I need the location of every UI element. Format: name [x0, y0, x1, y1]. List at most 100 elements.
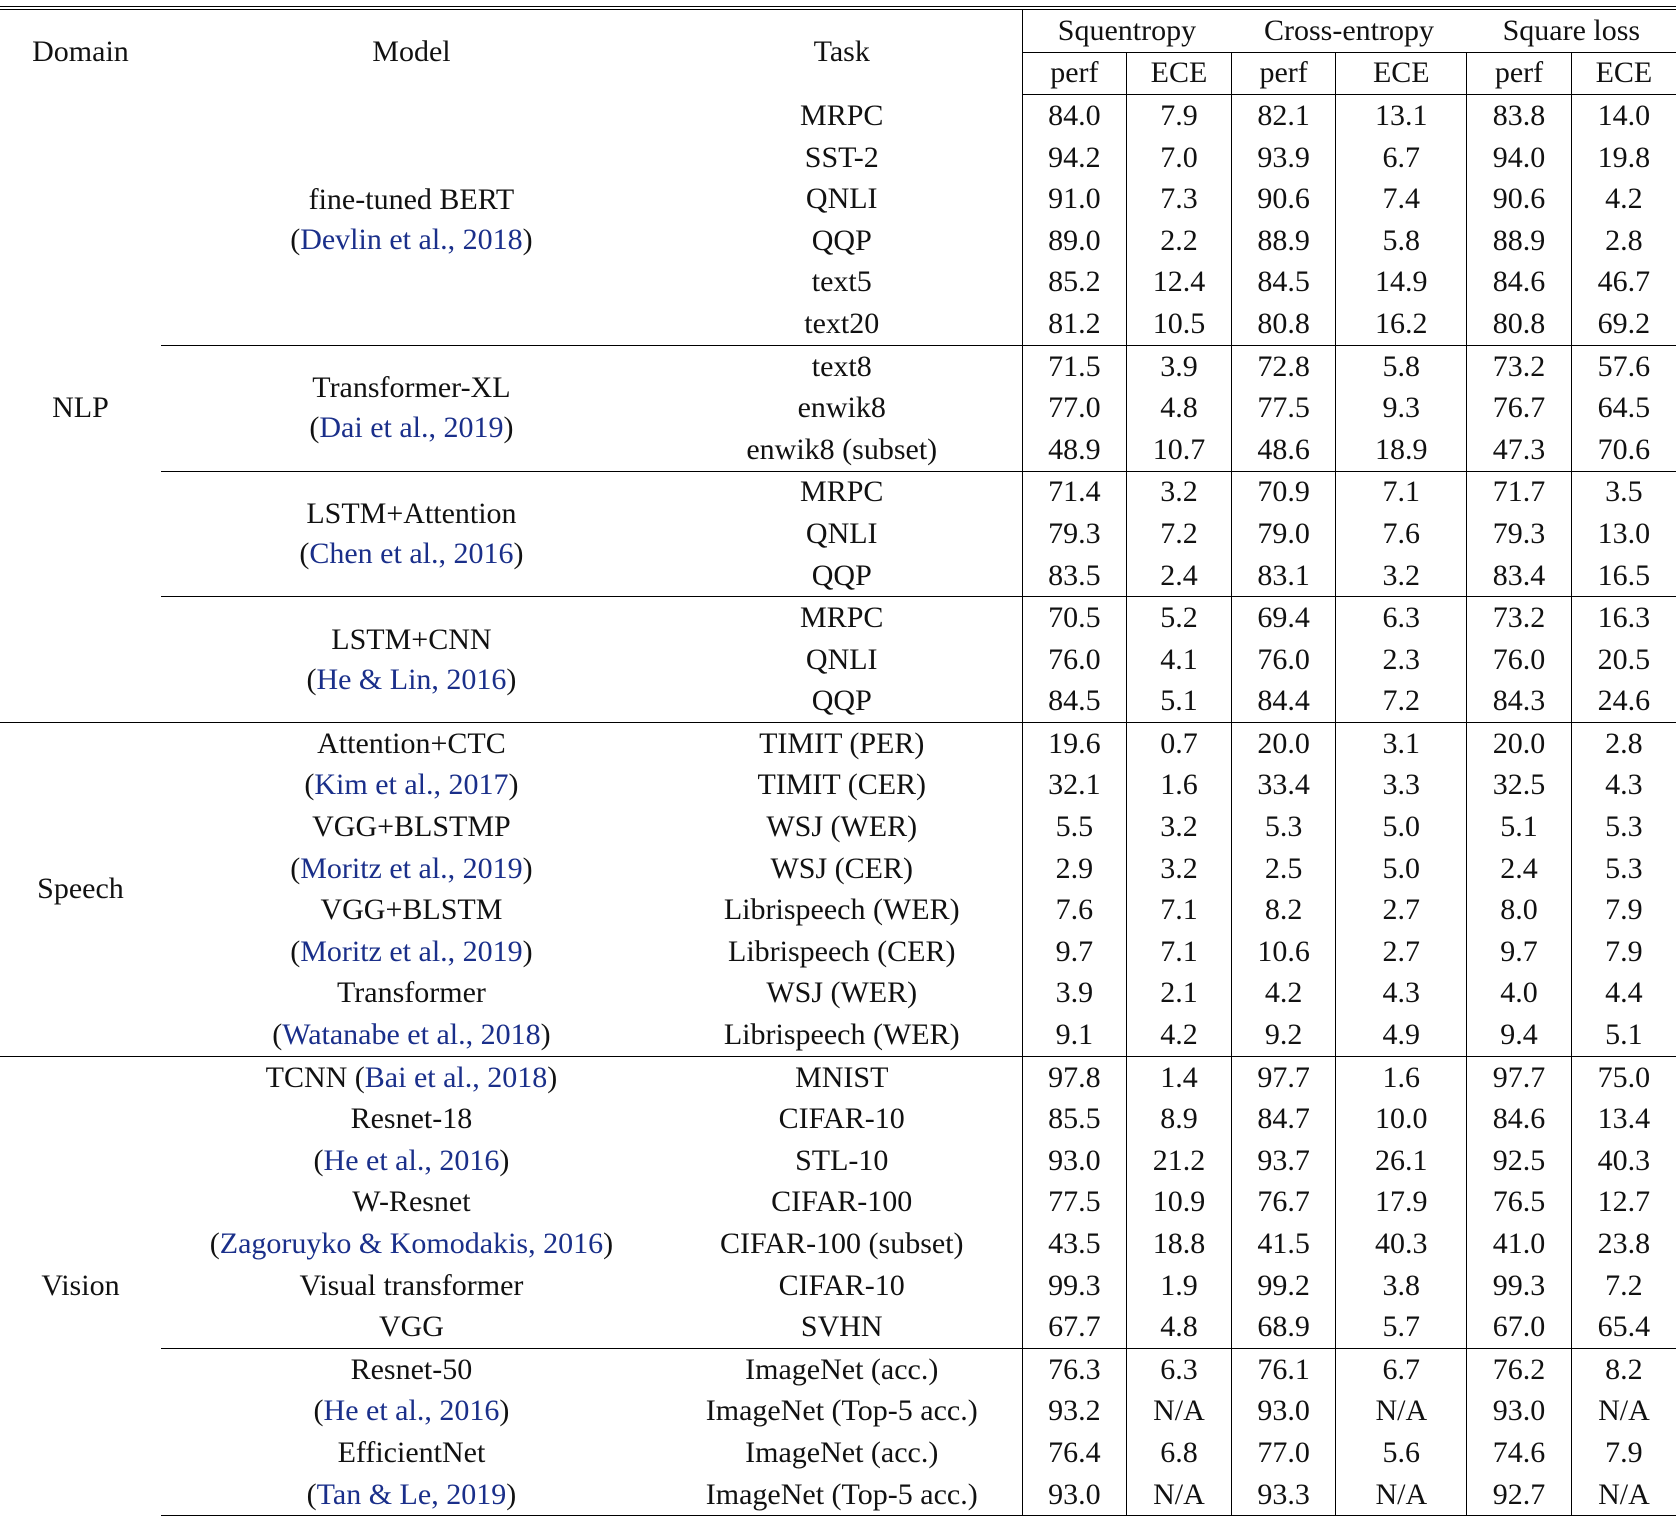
citation-link[interactable]: He et al., 2016 — [323, 1394, 500, 1428]
citation-prefix: ( — [209, 1227, 220, 1261]
square-loss-ece-cell: 7.9 — [1570, 1432, 1676, 1474]
citation-prefix: ( — [313, 1143, 324, 1177]
cross-entropy-perf-cell: 76.1 — [1230, 1347, 1336, 1391]
task-cell: QQP — [811, 558, 872, 592]
cross-entropy-perf-cell: 20.0 — [1230, 722, 1336, 765]
squentropy-perf-cell: 48.9 — [1021, 428, 1127, 472]
cross-entropy-ece-cell: 3.2 — [1335, 554, 1467, 597]
citation-link[interactable]: He & Lin, 2016 — [316, 662, 507, 696]
square-loss-perf-cell: 76.7 — [1466, 387, 1572, 429]
square-loss-ece-cell: 2.8 — [1570, 219, 1676, 262]
squentropy-perf-cell: 77.0 — [1021, 387, 1127, 429]
table-row: NLP fine-tuned BERT (Devlin et al., 2018) M… — [0, 94, 1676, 424]
model-line: TCNN (Bai et al., 2018) — [165, 1058, 658, 1098]
model-name: Transformer — [337, 976, 486, 1010]
model-cell: (Moritz et al., 2019) — [161, 848, 662, 890]
square-loss-perf-cell: 9.7 — [1466, 931, 1572, 973]
table-row: (Kim et al., 2017) TIMIT (CER) 32.1 1.6 33.4… — [0, 764, 1676, 807]
cross-entropy-perf-cell: 10.6 — [1230, 931, 1336, 973]
citation-prefix: ( — [272, 1018, 283, 1052]
squentropy-perf-cell: 71.4 — [1021, 470, 1127, 514]
square-loss-ece-cell: 8.2 — [1570, 1347, 1676, 1391]
citation-link[interactable]: Devlin et al., 2018 — [300, 222, 523, 256]
squentropy-perf-cell: 2.9 — [1021, 847, 1127, 890]
citation-prefix: ( — [290, 851, 301, 885]
table-row: VGG+BLSTMP WSJ (WER) 5.5 3.2 5.3 5.0 5.1 5.3 — [0, 806, 1676, 848]
model-line: LSTM+CNN — [165, 620, 658, 660]
squentropy-perf-cell: 5.5 — [1021, 806, 1127, 848]
table-row: EfficientNet ImageNet (acc.) 76.4 6.8 77.0 5.… — [0, 1432, 1676, 1474]
square-loss-perf-cell: 8.0 — [1466, 889, 1572, 932]
model-cell: (Moritz et al., 2019) — [161, 931, 662, 973]
citation-suffix: ) — [499, 1394, 510, 1428]
citation-link[interactable]: Dai et al., 2019 — [319, 411, 504, 445]
squentropy-ece-cell: 4.8 — [1126, 387, 1232, 429]
task-cell: WSJ (WER) — [766, 976, 918, 1010]
square-loss-ece-cell: 2.8 — [1570, 722, 1676, 765]
square-loss-perf-cell: 90.6 — [1466, 178, 1572, 220]
squentropy-ece-cell: 4.1 — [1126, 638, 1232, 681]
cross-entropy-perf-cell: 93.9 — [1230, 136, 1336, 179]
square-loss-ece-cell: 75.0 — [1570, 1055, 1676, 1099]
subheader-ece: ECE — [1126, 52, 1232, 96]
square-loss-perf-cell: 79.3 — [1466, 513, 1572, 555]
cross-entropy-perf-cell: 84.5 — [1230, 261, 1336, 304]
subheader-perf: perf — [1021, 52, 1127, 96]
table-row: QQP 89.0 2.2 88.9 5.8 88.9 2.8 — [0, 219, 1676, 262]
squentropy-ece-cell: 7.1 — [1126, 931, 1232, 973]
model-name: LSTM+Attention — [306, 496, 517, 530]
square-loss-ece-cell: 13.4 — [1570, 1098, 1676, 1141]
cross-entropy-perf-cell: 2.5 — [1230, 847, 1336, 890]
model-line: (Tan & Le, 2019) — [165, 1475, 658, 1515]
square-loss-perf-cell: 84.6 — [1466, 261, 1572, 304]
citation-link[interactable]: He et al., 2016 — [323, 1143, 500, 1177]
squentropy-ece-cell: 4.8 — [1126, 1306, 1232, 1349]
model-name: W-Resnet — [352, 1185, 471, 1219]
model-cell: W-Resnet — [161, 1182, 662, 1224]
squentropy-perf-cell: 32.1 — [1021, 764, 1127, 807]
model-line: fine-tuned BERT — [165, 180, 658, 220]
model-cell: (Watanabe et al., 2018) — [161, 1014, 662, 1056]
cross-entropy-perf-cell: 72.8 — [1230, 344, 1336, 388]
cross-entropy-ece-cell: 13.1 — [1335, 94, 1467, 137]
cross-entropy-perf-cell: 83.1 — [1230, 554, 1336, 597]
cross-entropy-ece-cell: 18.9 — [1335, 428, 1467, 472]
squentropy-ece-cell: 8.9 — [1126, 1098, 1232, 1141]
squentropy-perf-cell: 93.0 — [1021, 1140, 1127, 1182]
model-cell: (Zagoruyko & Komodakis, 2016) — [161, 1223, 662, 1265]
squentropy-ece-cell: 5.1 — [1126, 680, 1232, 723]
model-name: fine-tuned BERT — [308, 182, 515, 216]
citation-link[interactable]: Chen et al., 2016 — [309, 536, 514, 570]
citation-link[interactable]: Kim et al., 2017 — [314, 768, 509, 802]
squentropy-perf-cell: 67.7 — [1021, 1306, 1127, 1349]
cross-entropy-perf-cell: 77.5 — [1230, 387, 1336, 429]
cross-entropy-ece-cell: 7.1 — [1335, 470, 1467, 514]
model-cell: (Kim et al., 2017) — [161, 765, 662, 807]
task-cell: MRPC — [661, 470, 1023, 514]
citation-link[interactable]: Moritz et al., 2019 — [300, 851, 523, 885]
task-cell: MRPC — [800, 98, 884, 132]
square-loss-ece-cell: 14.0 — [1570, 94, 1676, 137]
cross-entropy-ece-cell: 2.3 — [1335, 638, 1467, 681]
model-line: VGG+BLSTM — [165, 890, 658, 930]
citation-link[interactable]: Tan & Le, 2019 — [316, 1477, 507, 1511]
citation-link[interactable]: Zagoruyko & Komodakis, 2016 — [219, 1227, 604, 1261]
cross-entropy-ece-cell: 4.3 — [1335, 972, 1467, 1015]
task-cell: Librispeech (WER) — [723, 893, 960, 927]
model-line: (Kim et al., 2017) — [165, 765, 658, 805]
squentropy-ece-cell: 4.2 — [1126, 1014, 1232, 1057]
citation-link[interactable]: Moritz et al., 2019 — [300, 934, 523, 968]
cross-entropy-perf-cell: 41.5 — [1230, 1223, 1336, 1265]
table-row: (Tan & Le, 2019) ImageNet (Top-5 acc.) 93.… — [0, 1473, 1676, 1516]
model-cell: VGG+BLSTMP — [161, 806, 662, 848]
table-row: text20 81.2 10.5 80.8 16.2 80.8 69.2 — [0, 303, 1676, 346]
square-loss-perf-cell: 73.2 — [1466, 596, 1572, 639]
square-loss-ece-cell: 7.2 — [1570, 1264, 1676, 1307]
cross-entropy-perf-cell: 69.4 — [1230, 596, 1336, 639]
citation-prefix: ( — [299, 536, 310, 570]
citation-link[interactable]: Bai et al., 2018 — [364, 1060, 548, 1094]
citation-link[interactable]: Watanabe et al., 2018 — [282, 1018, 541, 1052]
square-loss-perf-cell: 67.0 — [1466, 1306, 1572, 1349]
cross-entropy-ece-cell: 5.7 — [1335, 1306, 1467, 1349]
square-loss-perf-cell: 84.3 — [1466, 680, 1572, 723]
